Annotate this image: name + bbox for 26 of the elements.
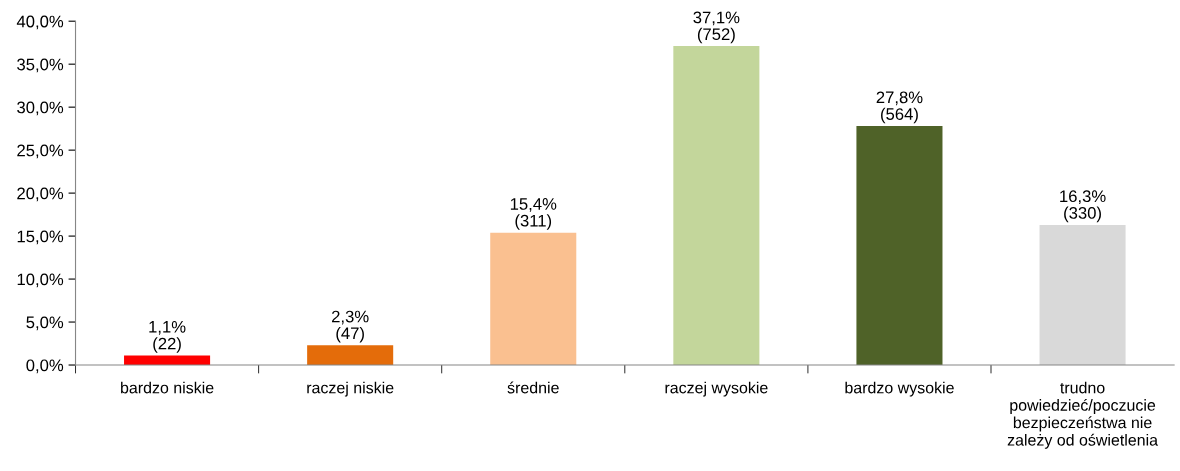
- y-tick-label: 30,0%: [17, 101, 64, 116]
- x-tick-label: trudno powiedzieć/poczucie bezpieczeństwa nie zależy od oświetlenia: [1007, 381, 1159, 449]
- data-label: 16,3% (330): [1060, 190, 1106, 223]
- y-tick-label: 0,0%: [26, 359, 64, 374]
- x-tick-label: średnie: [507, 381, 559, 394]
- y-tick-label: 20,0%: [17, 187, 64, 202]
- data-label: 2,3% (47): [332, 310, 369, 343]
- x-tick-label: raczej wysokie: [665, 381, 768, 397]
- data-label: 27,8% (564): [876, 91, 923, 124]
- data-label: 1,1% (22): [149, 321, 186, 353]
- y-tick-label: 15,0%: [17, 230, 64, 245]
- y-tick-label: 5,0%: [26, 316, 64, 331]
- x-tick-label: bardzo niskie: [121, 381, 214, 394]
- y-tick-label: 10,0%: [17, 273, 64, 288]
- bar: [673, 46, 760, 366]
- x-tick-label: raczej niskie: [307, 381, 394, 397]
- x-tick-label: bardzo wysokie: [845, 381, 954, 397]
- y-tick-label: 35,0%: [17, 58, 64, 73]
- y-tick-label: 40,0%: [16, 15, 64, 30]
- data-label: 15,4% (311): [510, 198, 557, 230]
- bar: [1039, 224, 1126, 366]
- bar: [490, 232, 577, 366]
- bar: [307, 345, 394, 366]
- y-tick-label: 25,0%: [17, 144, 64, 159]
- bar: [856, 126, 943, 366]
- data-label: 37,1% (752): [693, 11, 740, 44]
